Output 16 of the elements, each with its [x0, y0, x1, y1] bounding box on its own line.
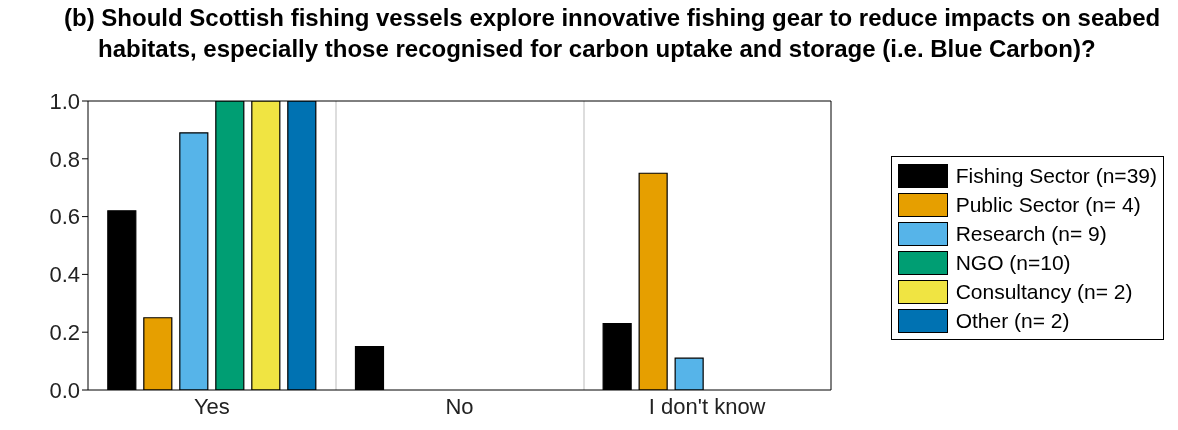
x-tick-label: Yes — [193, 393, 230, 419]
y-tick-label: 0.4 — [49, 262, 80, 288]
y-tick-label: 1.0 — [49, 88, 80, 114]
x-tick-label: No — [445, 393, 474, 419]
chart-title: (b) Should Scottish fishing vessels explore innovative fishing gear to reduce impacts on seabed habitats, especially those recognised for carbon uptake and storage (i.e. Blue Carbon)? — [64, 3, 1162, 64]
y-tick-label: 0.8 — [49, 146, 80, 172]
legend-label: Consultancy (n= 2) — [955, 279, 1133, 304]
legend-label: Fishing Sector (n=39) — [955, 163, 1157, 188]
legend-label: Other (n= 2) — [955, 308, 1070, 333]
y-tick-label: 0.6 — [49, 204, 80, 230]
y-tick-label: 0.0 — [49, 377, 80, 403]
legend-label: NGO (n=10) — [955, 250, 1071, 275]
legend-label: Research (n= 9) — [955, 221, 1107, 246]
x-tick-label: I don't know — [648, 393, 766, 419]
y-tick-label: 0.2 — [49, 320, 80, 346]
legend-label: Public Sector (n= 4) — [955, 192, 1141, 217]
